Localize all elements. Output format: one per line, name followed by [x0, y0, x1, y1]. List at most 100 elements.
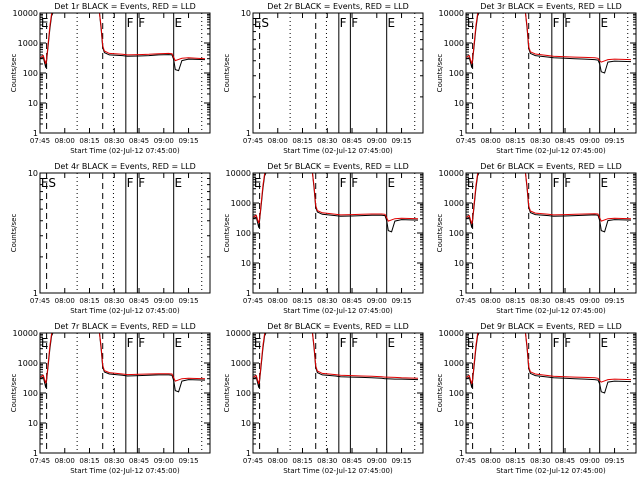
lld-series-line	[253, 333, 419, 385]
x-axis-label: Start Time (02-Jul-12 07:45:00)	[70, 307, 180, 315]
plot-frame	[39, 12, 211, 134]
segment-label: F	[340, 16, 347, 30]
segment-label: E	[254, 336, 262, 350]
y-tick-label: 1	[246, 449, 251, 458]
x-tick-label: 08:45	[129, 137, 149, 145]
x-axis-label: Start Time (02-Jul-12 07:45:00)	[283, 307, 393, 315]
segment-label: E	[467, 176, 475, 190]
x-tick-label: 08:00	[55, 297, 75, 305]
plot-frame	[252, 12, 424, 134]
y-tick-label: 10000	[226, 169, 251, 178]
x-tick-label: 07:45	[30, 457, 50, 465]
plot-frame	[39, 332, 211, 454]
x-tick-label: 09:00	[154, 457, 174, 465]
panel-title: Det 7r BLACK = Events, RED = LLD	[54, 322, 196, 331]
x-tick-label: 09:15	[391, 297, 411, 305]
segment-label: E	[601, 16, 609, 30]
x-tick-label: 08:00	[268, 457, 288, 465]
plot-frame	[252, 332, 424, 454]
y-tick-label: 10	[241, 9, 251, 18]
detector-panel: Det 8r BLACK = Events, RED = LLD Counts/s…	[223, 322, 424, 475]
panel-title: Det 8r BLACK = Events, RED = LLD	[267, 322, 409, 331]
y-tick-label: 10	[241, 259, 251, 268]
y-tick-label: 100	[449, 69, 464, 78]
y-tick-label: 10	[28, 169, 38, 178]
x-tick-label: 09:00	[367, 137, 387, 145]
segment-label: E	[175, 16, 183, 30]
y-tick-label: 1000	[444, 359, 464, 368]
segment-label: F	[340, 176, 347, 190]
x-tick-label: 08:15	[505, 137, 525, 145]
segment-label: F	[138, 176, 145, 190]
y-axis-label: Counts/sec	[10, 374, 18, 413]
x-tick-label: 09:15	[391, 457, 411, 465]
y-tick-label: 1	[33, 129, 38, 138]
y-axis-label: Counts/sec	[10, 54, 18, 93]
segment-label: E	[601, 336, 609, 350]
x-tick-label: 09:15	[178, 457, 198, 465]
x-tick-label: 09:15	[604, 457, 624, 465]
y-tick-label: 1000	[444, 199, 464, 208]
x-tick-label: 08:30	[317, 457, 337, 465]
detector-panel: Det 6r BLACK = Events, RED = LLD Counts/s…	[436, 162, 637, 315]
detector-panel: Det 2r BLACK = Events, RED = LLD Counts/s…	[223, 2, 424, 155]
segment-label: F	[553, 176, 560, 190]
segment-label: E	[467, 336, 475, 350]
x-tick-label: 08:00	[268, 297, 288, 305]
y-axis-label: Counts/sec	[436, 54, 444, 93]
y-tick-label: 1	[459, 289, 464, 298]
x-tick-label: 08:15	[505, 297, 525, 305]
y-tick-label: 100	[236, 389, 251, 398]
segment-label: E	[467, 16, 475, 30]
segment-label: F	[351, 176, 358, 190]
segment-label: E	[175, 336, 183, 350]
detector-panel: Det 7r BLACK = Events, RED = LLD Counts/s…	[10, 322, 211, 475]
x-axis-label: Start Time (02-Jul-12 07:45:00)	[496, 467, 606, 475]
x-tick-label: 08:30	[104, 297, 124, 305]
x-tick-label: 09:15	[178, 137, 198, 145]
x-tick-label: 09:00	[367, 297, 387, 305]
x-tick-label: 07:45	[243, 297, 263, 305]
segment-label: E	[388, 336, 396, 350]
x-tick-label: 08:00	[55, 137, 75, 145]
segment-label: F	[351, 16, 358, 30]
x-tick-label: 08:30	[104, 457, 124, 465]
x-tick-label: 08:45	[129, 297, 149, 305]
segment-label: F	[138, 336, 145, 350]
y-tick-label: 10	[454, 99, 464, 108]
panel-title: Det 2r BLACK = Events, RED = LLD	[267, 2, 409, 11]
segment-label: E	[388, 176, 396, 190]
x-axis-label: Start Time (02-Jul-12 07:45:00)	[283, 147, 393, 155]
y-tick-label: 1000	[444, 39, 464, 48]
x-tick-label: 08:15	[292, 457, 312, 465]
y-tick-label: 10	[241, 419, 251, 428]
y-axis-label: Counts/sec	[223, 374, 231, 413]
lld-series-line	[466, 173, 632, 225]
y-tick-label: 100	[236, 229, 251, 238]
x-tick-label: 08:15	[79, 137, 99, 145]
x-tick-label: 09:00	[154, 297, 174, 305]
x-tick-label: 08:00	[268, 137, 288, 145]
segment-label: E	[388, 16, 396, 30]
x-tick-label: 09:00	[154, 137, 174, 145]
x-tick-label: 09:00	[580, 297, 600, 305]
x-tick-label: 08:30	[104, 137, 124, 145]
y-tick-label: 10	[28, 99, 38, 108]
x-tick-label: 08:45	[342, 137, 362, 145]
x-tick-label: 08:15	[79, 457, 99, 465]
x-tick-label: 08:45	[342, 297, 362, 305]
segment-label: E	[254, 176, 262, 190]
segment-label: F	[138, 16, 145, 30]
panel-title: Det 5r BLACK = Events, RED = LLD	[267, 162, 409, 171]
plot-frame	[39, 172, 211, 294]
y-tick-label: 10000	[439, 9, 464, 18]
x-tick-label: 08:45	[555, 137, 575, 145]
lld-series-line	[466, 13, 632, 65]
x-tick-label: 08:45	[555, 457, 575, 465]
y-axis-label: Counts/sec	[436, 214, 444, 253]
y-tick-label: 1000	[231, 199, 251, 208]
detector-panel: Det 1r BLACK = Events, RED = LLD Counts/s…	[10, 2, 211, 155]
y-axis-label: Counts/sec	[10, 214, 18, 253]
x-tick-label: 08:30	[317, 137, 337, 145]
